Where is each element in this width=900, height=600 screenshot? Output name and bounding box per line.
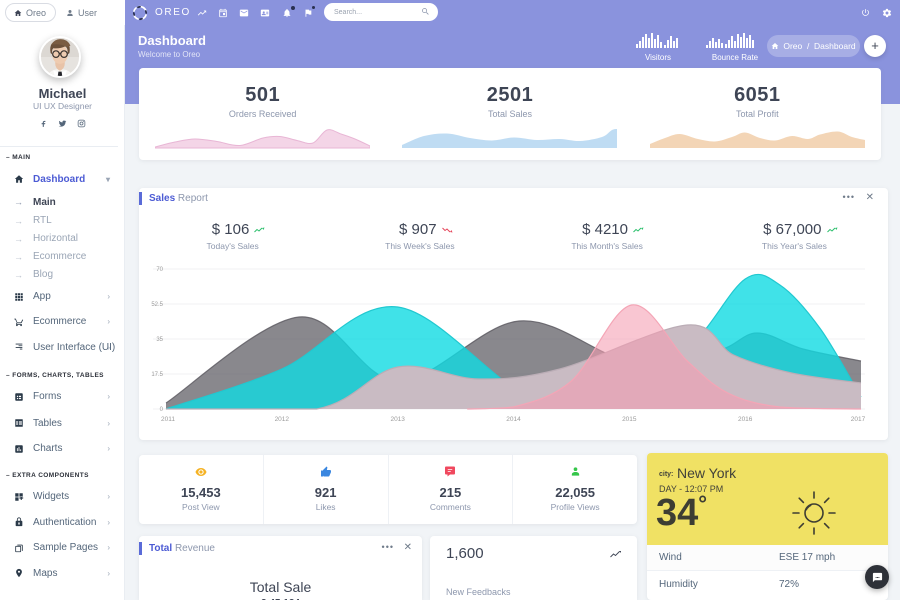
svg-text:35: 35 (156, 337, 163, 343)
svg-text:17.5: 17.5 (151, 372, 163, 378)
svg-text:52.5: 52.5 (151, 302, 163, 308)
svg-text:2014: 2014 (506, 416, 521, 423)
svg-text:0: 0 (160, 407, 164, 413)
svg-text:2016: 2016 (738, 416, 753, 423)
svg-text:70: 70 (156, 267, 163, 273)
svg-text:2011: 2011 (161, 416, 175, 423)
svg-text:2013: 2013 (390, 416, 405, 423)
svg-text:2012: 2012 (275, 416, 290, 423)
svg-text:2015: 2015 (622, 416, 637, 423)
svg-text:2017: 2017 (851, 416, 866, 423)
